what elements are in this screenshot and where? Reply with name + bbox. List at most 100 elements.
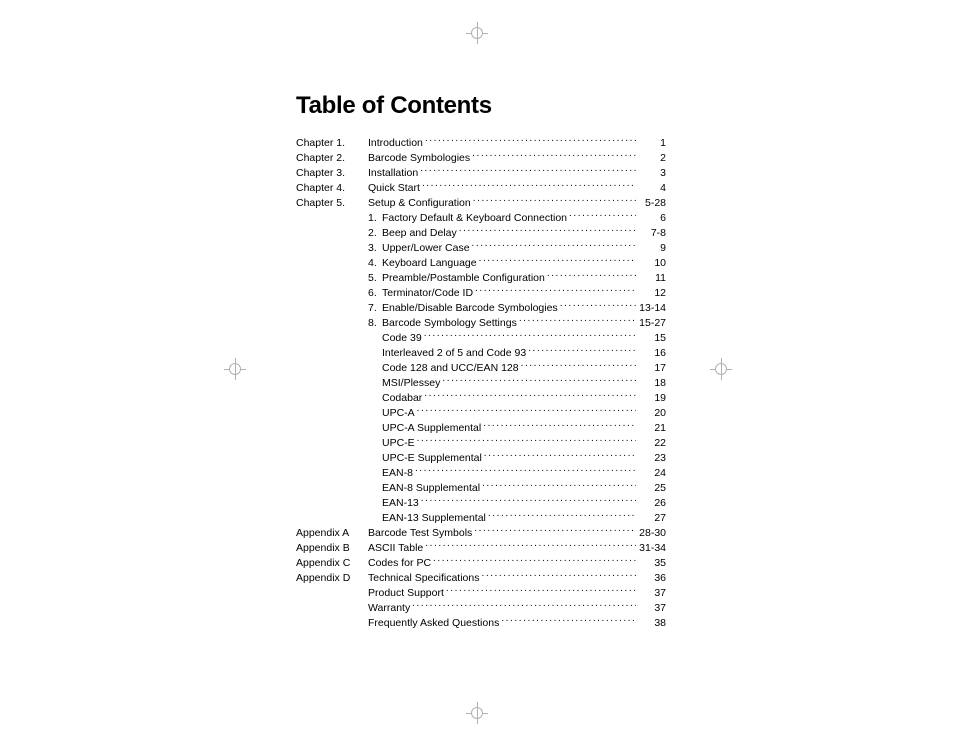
toc-page: 22 [638, 436, 666, 451]
toc-leader-dots [417, 436, 636, 446]
toc-label: Introduction [368, 136, 423, 151]
toc-leader-dots [472, 241, 636, 251]
toc-leader-dots [519, 316, 636, 326]
toc-entry: UPC-E 22 [368, 436, 666, 451]
toc-entry: 1.Factory Default & Keyboard Connection6 [368, 211, 666, 226]
toc-entry: EAN-8 Supplemental25 [368, 481, 666, 496]
toc-num: 4. [368, 256, 382, 271]
toc-leader-dots [420, 166, 636, 176]
toc-label: Installation [368, 166, 418, 181]
toc-row: .2.Beep and Delay7-8 [296, 226, 666, 241]
toc-row: Appendix CCodes for PC 35 [296, 556, 666, 571]
toc-section: Chapter 1. [296, 136, 368, 151]
toc-entry: UPC-A Supplemental 21 [368, 421, 666, 436]
toc-label: EAN-8 Supplemental [382, 481, 480, 496]
toc-num: 7. [368, 301, 382, 316]
toc-row: .1.Factory Default & Keyboard Connection… [296, 211, 666, 226]
toc-section: Chapter 3. [296, 166, 368, 181]
toc-entry: UPC-E Supplemental23 [368, 451, 666, 466]
table-of-contents: Chapter 1.Introduction1Chapter 2.Barcode… [296, 136, 666, 631]
toc-page: 15 [638, 331, 666, 346]
toc-entry: UPC-A20 [368, 406, 666, 421]
toc-page: 7-8 [638, 226, 666, 241]
toc-row: .UPC-A Supplemental21 [296, 421, 666, 436]
toc-leader-dots [424, 331, 636, 341]
toc-page: 37 [638, 586, 666, 601]
toc-label: UPC-E Supplemental [382, 451, 482, 466]
toc-label: Preamble/Postamble Configuration [382, 271, 545, 286]
toc-row: Chapter 1.Introduction 1 [296, 136, 666, 151]
toc-row: .EAN-8 Supplemental25 [296, 481, 666, 496]
toc-page: 16 [638, 346, 666, 361]
toc-num: 3. [368, 241, 382, 256]
toc-entry: Product Support37 [368, 586, 666, 601]
toc-page: 1 [638, 136, 666, 151]
toc-row: .3.Upper/Lower Case9 [296, 241, 666, 256]
reg-mark-left [224, 358, 246, 380]
toc-label: Factory Default & Keyboard Connection [382, 211, 567, 226]
toc-row: Appendix ABarcode Test Symbols28-30 [296, 526, 666, 541]
toc-label: Beep and Delay [382, 226, 457, 241]
toc-leader-dots [425, 541, 636, 551]
toc-num: 5. [368, 271, 382, 286]
toc-label: Code 128 and UCC/EAN 128 [382, 361, 519, 376]
toc-label: Upper/Lower Case [382, 241, 470, 256]
toc-label: Warranty [368, 601, 410, 616]
toc-row: Chapter 3.Installation3 [296, 166, 666, 181]
toc-page: 18 [638, 376, 666, 391]
toc-row: .Code 3915 [296, 331, 666, 346]
toc-entry: EAN-1326 [368, 496, 666, 511]
toc-label: MSI/Plessey [382, 376, 440, 391]
toc-page: 37 [638, 601, 666, 616]
toc-leader-dots [425, 136, 636, 146]
toc-row: Chapter 2.Barcode Symbologies2 [296, 151, 666, 166]
content-area: Table of Contents Chapter 1.Introduction… [296, 92, 666, 631]
toc-page: 35 [638, 556, 666, 571]
toc-entry: 7.Enable/Disable Barcode Symbologies13-1… [368, 301, 666, 316]
reg-mark-bottom [466, 702, 488, 724]
toc-leader-dots [473, 196, 636, 206]
toc-page: 5-28 [638, 196, 666, 211]
print-header [280, 26, 674, 36]
toc-leader-dots [483, 421, 636, 431]
toc-entry: 6.Terminator/Code ID12 [368, 286, 666, 301]
toc-row: .Code 128 and UCC/EAN 12817 [296, 361, 666, 376]
toc-row: .Interleaved 2 of 5 and Code 9316 [296, 346, 666, 361]
toc-leader-dots [479, 256, 636, 266]
toc-page: 28-30 [638, 526, 666, 541]
toc-label: Frequently Asked Questions [368, 616, 499, 631]
toc-label: Keyboard Language [382, 256, 477, 271]
toc-entry: ASCII Table31-34 [368, 541, 666, 556]
toc-leader-dots [521, 361, 636, 371]
toc-section: Chapter 2. [296, 151, 368, 166]
toc-label: EAN-13 Supplemental [382, 511, 486, 526]
toc-page: 21 [638, 421, 666, 436]
toc-section: Appendix A [296, 526, 368, 541]
toc-leader-dots [417, 406, 636, 416]
toc-leader-dots [422, 181, 636, 191]
toc-label: Codes for PC [368, 556, 431, 571]
toc-entry: 4.Keyboard Language 10 [368, 256, 666, 271]
toc-label: EAN-8 [382, 466, 413, 481]
toc-leader-dots [474, 526, 636, 536]
toc-page: 19 [638, 391, 666, 406]
toc-label: UPC-E [382, 436, 415, 451]
toc-row: .EAN-824 [296, 466, 666, 481]
toc-entry: Code 3915 [368, 331, 666, 346]
toc-row: .6.Terminator/Code ID12 [296, 286, 666, 301]
toc-leader-dots [433, 556, 636, 566]
toc-entry: Setup & Configuration5-28 [368, 196, 666, 211]
toc-row: Chapter 5.Setup & Configuration5-28 [296, 196, 666, 211]
toc-label: Barcode Symbology Settings [382, 316, 517, 331]
toc-section: Appendix C [296, 556, 368, 571]
toc-page: 26 [638, 496, 666, 511]
toc-page: 10 [638, 256, 666, 271]
toc-leader-dots [482, 481, 636, 491]
toc-label: UPC-A Supplemental [382, 421, 481, 436]
toc-page: 13-14 [638, 301, 666, 316]
toc-page: 20 [638, 406, 666, 421]
toc-page: 12 [638, 286, 666, 301]
toc-entry: 2.Beep and Delay7-8 [368, 226, 666, 241]
toc-leader-dots [459, 226, 636, 236]
toc-row: .MSI/Plessey18 [296, 376, 666, 391]
